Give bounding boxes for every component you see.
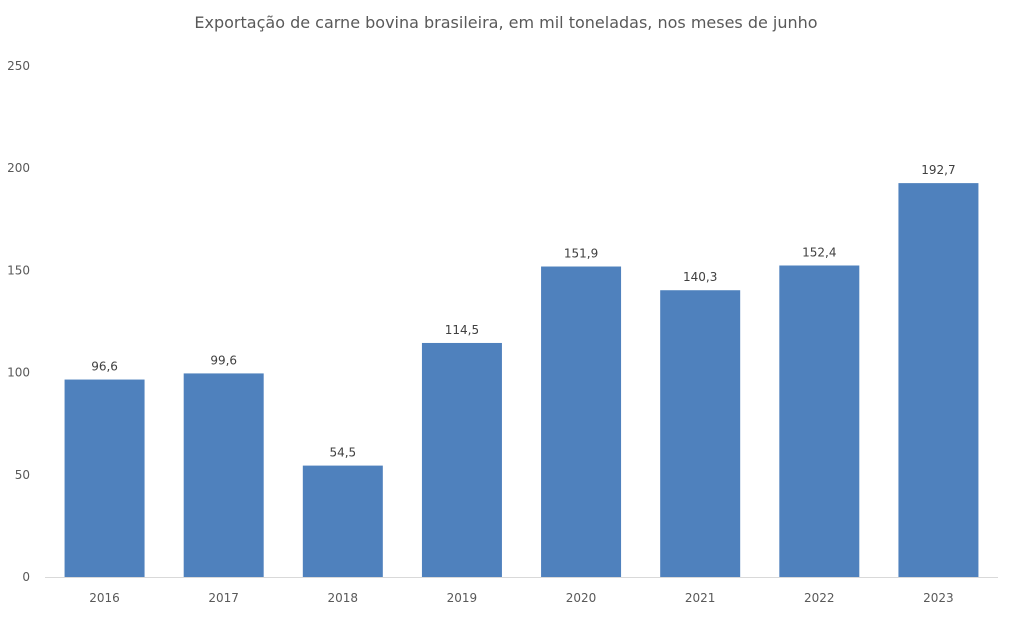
y-tick-label: 50 [15, 468, 30, 482]
bar-2018 [302, 465, 383, 577]
data-label: 140,3 [683, 270, 717, 284]
y-tick-label: 150 [7, 263, 30, 277]
x-tick-label: 2016 [89, 591, 120, 605]
data-label: 151,9 [564, 247, 598, 261]
data-label: 152,4 [802, 245, 836, 259]
bar-2019 [421, 342, 502, 577]
bar-2016 [64, 379, 145, 577]
x-tick-label: 2018 [328, 591, 359, 605]
data-label: 114,5 [445, 323, 479, 337]
x-tick-label: 2022 [804, 591, 835, 605]
x-tick-label: 2017 [208, 591, 239, 605]
bar-2021 [660, 290, 741, 577]
chart-title: Exportação de carne bovina brasileira, e… [194, 13, 817, 32]
x-tick-label: 2019 [447, 591, 478, 605]
y-tick-label: 250 [7, 59, 30, 73]
y-tick-label: 200 [7, 161, 30, 175]
y-tick-label: 0 [22, 570, 30, 584]
y-tick-label: 100 [7, 366, 30, 380]
data-label: 99,6 [210, 353, 237, 367]
data-label: 192,7 [921, 163, 955, 177]
bar-2020 [541, 266, 622, 577]
bar-2022 [779, 265, 860, 577]
data-label: 54,5 [329, 446, 356, 460]
bar-2023 [898, 183, 979, 577]
bar-2017 [183, 373, 264, 577]
data-label: 96,6 [91, 360, 118, 374]
x-tick-label: 2023 [923, 591, 954, 605]
x-tick-label: 2021 [685, 591, 716, 605]
x-tick-label: 2020 [566, 591, 597, 605]
